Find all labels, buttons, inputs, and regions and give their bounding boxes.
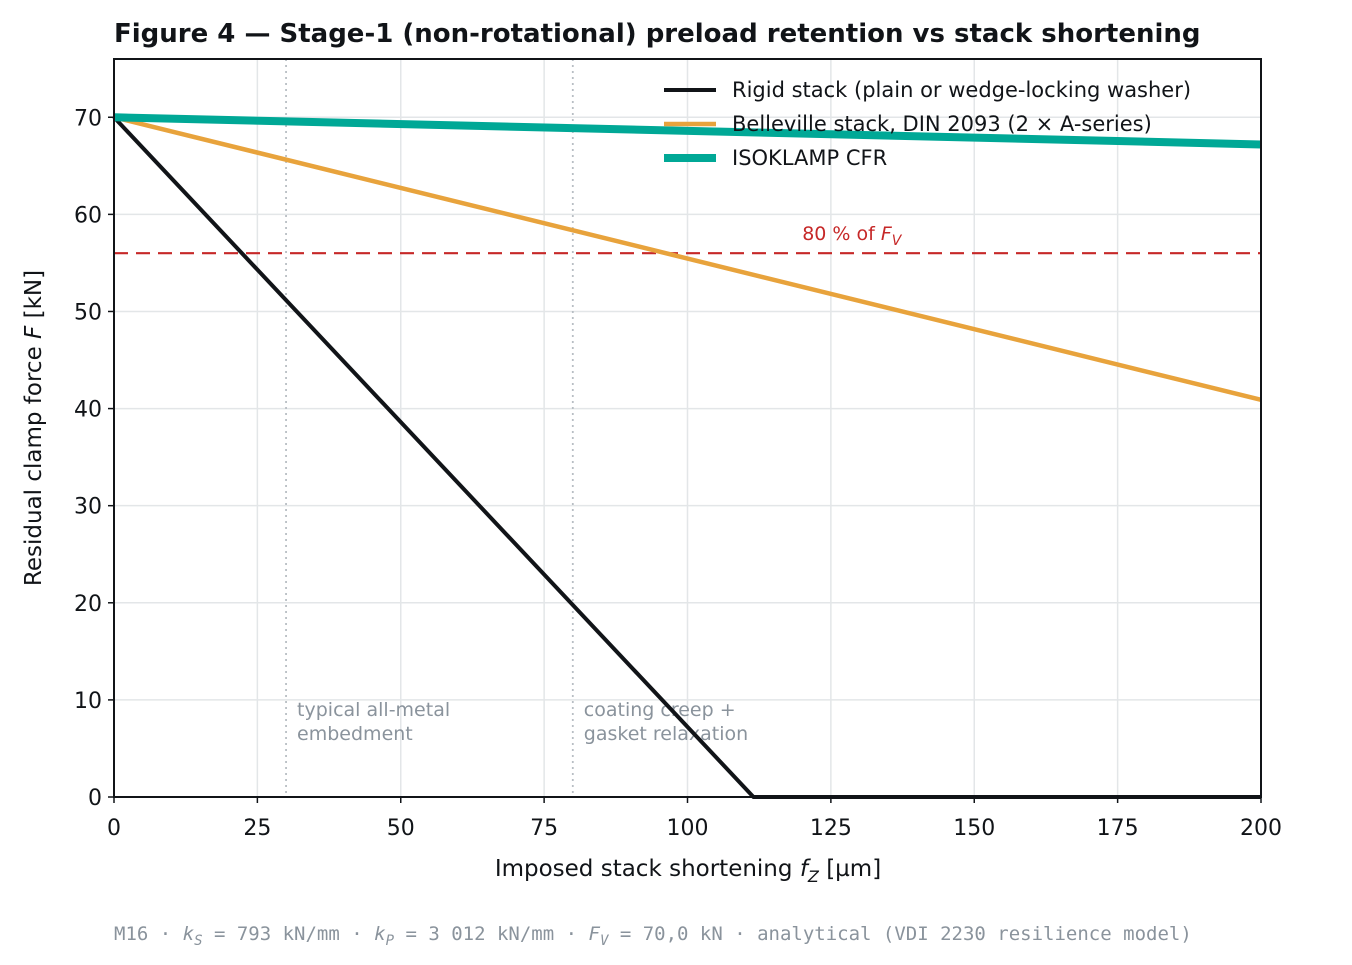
- x-tick-label: 150: [953, 816, 995, 841]
- x-tick-label: 125: [810, 816, 852, 841]
- reference-line-label: 80 % of FV: [802, 223, 903, 249]
- y-tick-label: 0: [88, 786, 102, 811]
- x-tick-label: 100: [667, 816, 709, 841]
- y-tick-label: 40: [74, 398, 102, 423]
- x-axis-label: Imposed stack shortening fZ [µm]: [495, 856, 881, 886]
- y-tick-label: 50: [74, 300, 102, 325]
- reference-line-group: 80 % of FV: [114, 223, 1261, 255]
- y-tick-label: 70: [74, 106, 102, 131]
- y-tick-label: 60: [74, 203, 102, 228]
- y-axis-ticks: 0 10 20 30 40 50 60 70: [74, 106, 114, 811]
- chart-title: Figure 4 — Stage-1 (non-rotational) prel…: [114, 19, 1201, 49]
- annotation-text: embedment: [297, 723, 413, 745]
- y-tick-label: 20: [74, 592, 102, 617]
- series-line-1: [113, 115, 1262, 403]
- y-axis-label: Residual clamp force F [kN]: [21, 270, 47, 586]
- legend-label-1: Belleville stack, DIN 2093 (2 × A-series…: [732, 112, 1152, 136]
- x-tick-label: 50: [387, 816, 415, 841]
- x-tick-label: 175: [1097, 816, 1139, 841]
- y-tick-label: 30: [74, 495, 102, 520]
- footer-note: M16 · kS = 793 kN/mm · kP = 3 012 kN/mm …: [114, 923, 1192, 949]
- legend-label-0: Rigid stack (plain or wedge-locking wash…: [732, 78, 1191, 102]
- annotation-text: coating creep +: [584, 699, 736, 721]
- annotation-text: gasket relaxation: [584, 723, 748, 745]
- annotation-text: typical all-metal: [297, 699, 450, 721]
- x-tick-label: 0: [107, 816, 121, 841]
- x-tick-label: 75: [530, 816, 558, 841]
- x-tick-label: 25: [243, 816, 271, 841]
- x-tick-label: 200: [1240, 816, 1282, 841]
- grid: [113, 59, 1262, 798]
- legend: Rigid stack (plain or wedge-locking wash…: [664, 78, 1191, 170]
- x-axis-ticks: 0 25 50 75 100 125 150 175 200: [107, 797, 1282, 841]
- y-tick-label: 10: [74, 689, 102, 714]
- legend-label-2: ISOKLAMP CFR: [732, 146, 887, 170]
- series-line-2: [113, 113, 1262, 149]
